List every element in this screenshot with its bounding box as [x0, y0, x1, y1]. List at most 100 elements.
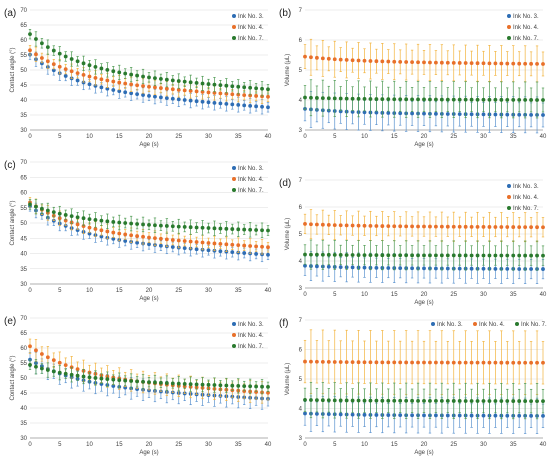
data-point [392, 253, 397, 258]
data-point [428, 224, 432, 229]
legend-marker [232, 166, 236, 170]
data-point [87, 225, 92, 230]
data-point [45, 355, 50, 360]
data-point [63, 74, 68, 78]
data-point [57, 51, 62, 56]
y-tick-label: 35 [20, 113, 27, 119]
data-point [75, 367, 80, 372]
legend-marker [232, 25, 236, 29]
data-point [206, 226, 211, 230]
y-tick-label: 7 [299, 178, 303, 184]
data-point [28, 362, 32, 367]
data-point [398, 111, 403, 116]
x-tick-label: 25 [450, 442, 457, 448]
data-point [350, 96, 355, 101]
x-tick-label: 5 [333, 134, 337, 140]
data-point [463, 97, 468, 102]
data-point [362, 58, 367, 63]
data-point [176, 238, 181, 243]
data-point [404, 253, 409, 258]
data-point [57, 360, 62, 365]
x-tick-label: 35 [235, 442, 242, 448]
data-point [28, 48, 32, 53]
x-tick-label: 15 [391, 292, 398, 298]
data-point [439, 224, 444, 229]
data-point [111, 237, 116, 241]
data-point [374, 97, 379, 101]
data-point [206, 382, 211, 387]
data-point [69, 69, 74, 74]
x-tick-label: 0 [303, 134, 307, 140]
data-point [218, 249, 223, 254]
data-point [475, 224, 480, 229]
y-tick-label: 40 [20, 406, 27, 412]
data-point [326, 264, 331, 269]
x-tick-label: 20 [421, 134, 428, 140]
data-point [368, 223, 373, 228]
data-point [338, 265, 343, 270]
data-point [254, 252, 258, 256]
legend-label: Ink No. 7. [513, 36, 539, 42]
x-axis-label: Age (s) [139, 142, 158, 148]
y-tick-label: 70 [20, 8, 27, 14]
data-point [266, 105, 270, 110]
data-point [147, 84, 151, 89]
data-point [463, 360, 468, 365]
data-point [410, 60, 414, 65]
data-point [362, 223, 367, 228]
data-point [75, 215, 80, 220]
data-point [392, 398, 397, 403]
data-point [457, 360, 462, 365]
data-point [350, 412, 355, 417]
chart-panel: 30 35 40 45 50 55 60 65 70 0 5 10 15 20 25 30 35 40 Age (s… [4, 316, 272, 456]
data-point [194, 382, 199, 387]
data-point [69, 57, 74, 61]
data-point [517, 98, 522, 102]
data-point [303, 263, 307, 268]
data-point [164, 96, 169, 100]
data-point [505, 253, 510, 258]
data-point [386, 413, 391, 417]
data-point [511, 225, 516, 229]
data-point [129, 91, 134, 96]
x-tick-label: 15 [391, 134, 398, 140]
data-point [398, 413, 403, 418]
data-point [75, 222, 80, 227]
data-point [445, 112, 450, 116]
data-point [350, 223, 355, 228]
y-tick-label: 70 [20, 316, 27, 322]
data-point [51, 68, 56, 73]
data-point [499, 225, 504, 229]
x-tick-label: 10 [361, 292, 368, 298]
data-point [439, 399, 444, 403]
data-point [182, 381, 187, 386]
x-tick-label: 40 [540, 292, 547, 298]
data-point [398, 224, 403, 229]
y-tick-label: 6 [299, 348, 303, 354]
x-tick-label: 5 [333, 442, 337, 448]
data-point [475, 399, 480, 403]
data-point [315, 411, 319, 416]
legend-marker [431, 322, 435, 326]
data-point [105, 229, 110, 234]
x-tick-label: 10 [86, 134, 93, 140]
data-point [541, 98, 545, 102]
data-point [457, 266, 462, 271]
data-point [469, 224, 474, 229]
data-point [206, 100, 211, 105]
data-point [445, 253, 450, 258]
data-point [218, 383, 223, 388]
data-point [170, 96, 175, 101]
data-point [81, 224, 86, 229]
legend-marker [507, 14, 511, 18]
y-tick-label: 65 [20, 331, 27, 337]
x-axis-label: Age (s) [414, 450, 433, 456]
data-point [529, 267, 533, 271]
data-point [242, 93, 247, 98]
data-point [541, 113, 545, 117]
data-point [422, 360, 426, 365]
data-point [75, 71, 80, 76]
data-point [517, 399, 522, 403]
data-point [242, 251, 247, 255]
